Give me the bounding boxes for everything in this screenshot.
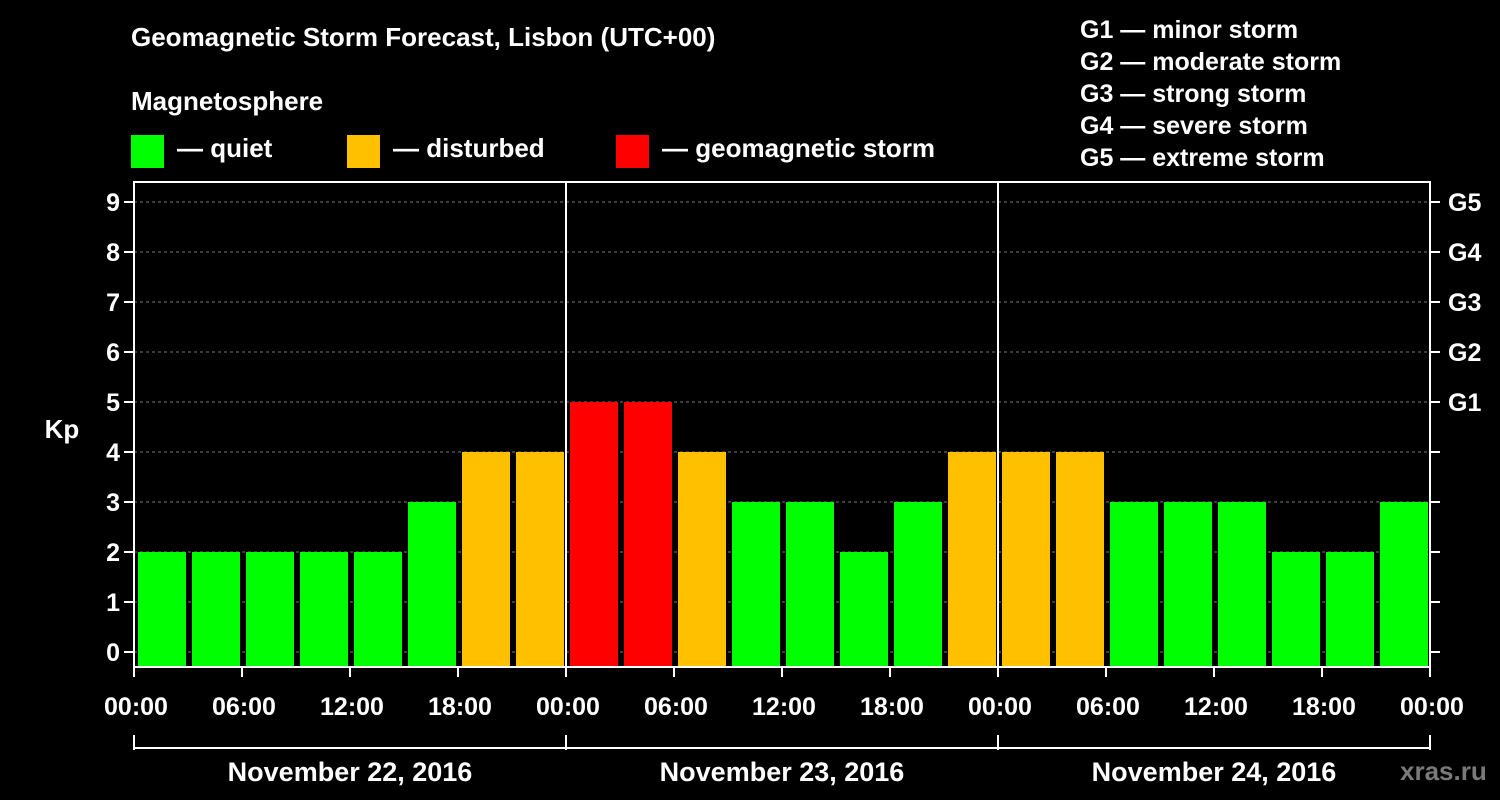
kp-bar (894, 502, 942, 667)
kp-bar (1272, 552, 1320, 667)
kp-bar (138, 552, 186, 667)
kp-bar (462, 452, 510, 667)
x-tick-label: 06:00 (1076, 693, 1140, 721)
y-tick-label: 6 (106, 339, 120, 367)
x-tick-label: 00:00 (968, 693, 1032, 721)
x-tick-label: 06:00 (644, 693, 708, 721)
kp-bar (354, 552, 402, 667)
y-tick-label: 9 (106, 189, 120, 217)
kp-bar (624, 402, 672, 667)
legend-swatch-disturbed (347, 135, 380, 168)
x-tick-label: 06:00 (212, 693, 276, 721)
y-tick-label: 0 (106, 639, 120, 667)
kp-bar (786, 502, 834, 667)
kp-bar (1326, 552, 1374, 667)
y-tick-label: 2 (106, 539, 120, 567)
legend-label-storm: — geomagnetic storm (662, 133, 936, 163)
y-tick-label: 4 (106, 439, 120, 467)
kp-bar (732, 502, 780, 667)
legend-swatch-storm (616, 135, 649, 168)
kp-bar (1002, 452, 1050, 667)
legend-label-quiet: — quiet (177, 133, 273, 163)
kp-bar (840, 552, 888, 667)
legend-swatch-quiet (131, 135, 164, 168)
storm-scale-item: G2 — moderate storm (1080, 48, 1342, 76)
y-tick-label: 7 (106, 289, 120, 317)
kp-bar (678, 452, 726, 667)
storm-level-label: G3 (1448, 289, 1481, 317)
kp-bar (570, 402, 618, 667)
storm-level-label: G1 (1448, 389, 1481, 417)
kp-bar (246, 552, 294, 667)
storm-level-label: G5 (1448, 189, 1481, 217)
storm-scale-item: G5 — extreme storm (1080, 144, 1325, 172)
kp-bar (516, 452, 564, 667)
day-label: November 22, 2016 (228, 757, 473, 787)
x-tick-label: 00:00 (104, 693, 168, 721)
x-tick-label: 18:00 (860, 693, 924, 721)
kp-bar (1218, 502, 1266, 667)
kp-bar (300, 552, 348, 667)
x-tick-label: 00:00 (536, 693, 600, 721)
day-label: November 23, 2016 (660, 757, 905, 787)
legend-label-disturbed: — disturbed (393, 133, 545, 163)
day-label: November 24, 2016 (1092, 757, 1337, 787)
kp-bar (1164, 502, 1212, 667)
storm-scale-item: G1 — minor storm (1080, 16, 1299, 44)
x-tick-label: 00:00 (1400, 693, 1464, 721)
storm-scale-item: G4 — severe storm (1080, 112, 1308, 140)
x-tick-label: 12:00 (1184, 693, 1248, 721)
y-tick-label: 1 (106, 589, 120, 617)
storm-scale-list: G1 — minor storm G2 — moderate storm G3 … (1080, 14, 1341, 174)
kp-bar (1110, 502, 1158, 667)
kp-bar (1056, 452, 1104, 667)
chart-title: Geomagnetic Storm Forecast, Lisbon (UTC+… (131, 22, 716, 52)
storm-level-label: G2 (1448, 339, 1481, 367)
kp-bar (1380, 502, 1428, 667)
y-axis-title: Kp (45, 414, 80, 444)
x-tick-label: 12:00 (320, 693, 384, 721)
y-tick-label: 3 (106, 489, 120, 517)
legend-heading: Magnetosphere (131, 86, 324, 116)
x-tick-label: 12:00 (752, 693, 816, 721)
kp-bar (192, 552, 240, 667)
kp-bar (408, 502, 456, 667)
storm-level-label: G4 (1448, 239, 1481, 267)
kp-bar (948, 452, 996, 667)
x-tick-label: 18:00 (428, 693, 492, 721)
y-tick-label: 8 (106, 239, 120, 267)
storm-scale-item: G3 — strong storm (1080, 80, 1307, 108)
watermark: xras.ru (1400, 756, 1487, 786)
y-tick-label: 5 (106, 389, 120, 417)
x-tick-label: 18:00 (1292, 693, 1356, 721)
